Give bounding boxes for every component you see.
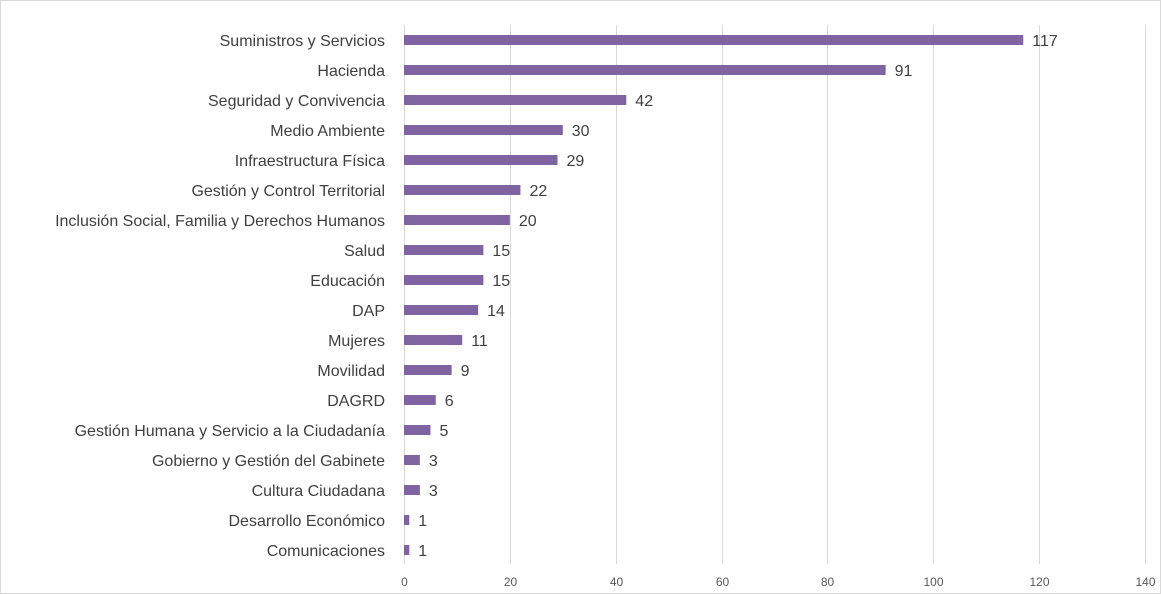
data-label-10: 11 xyxy=(471,333,488,350)
x-tick-label-140: 140 xyxy=(1135,575,1155,589)
category-label-17: Comunicaciones xyxy=(267,543,385,560)
category-label-3: Medio Ambiente xyxy=(270,123,385,140)
category-label-11: Movilidad xyxy=(317,363,385,380)
data-label-15: 3 xyxy=(429,483,438,500)
bar-15 xyxy=(404,485,420,495)
category-label-9: DAP xyxy=(352,303,385,320)
category-label-4: Infraestructura Física xyxy=(235,153,385,170)
bar-2 xyxy=(404,95,627,105)
category-label-0: Suministros y Servicios xyxy=(220,33,385,50)
category-label-12: DAGRD xyxy=(327,393,385,410)
bar-11 xyxy=(404,365,452,375)
data-label-17: 1 xyxy=(418,543,427,560)
bar-16 xyxy=(404,515,410,525)
category-label-16: Desarrollo Económico xyxy=(228,513,385,530)
bar-0 xyxy=(404,35,1024,45)
category-label-10: Mujeres xyxy=(328,333,385,350)
category-label-15: Cultura Ciudadana xyxy=(252,483,386,500)
category-label-14: Gobierno y Gestión del Gabinete xyxy=(152,453,385,470)
category-label-8: Educación xyxy=(310,273,385,290)
category-labels: Suministros y Servicios Hacienda Seguridad… xyxy=(55,33,385,560)
gridlines xyxy=(404,25,1146,564)
bar-9 xyxy=(404,305,479,315)
data-label-8: 15 xyxy=(492,273,510,290)
data-label-14: 3 xyxy=(429,453,438,470)
data-label-7: 15 xyxy=(492,243,510,260)
category-label-6: Inclusión Social, Familia y Derechos Hum… xyxy=(55,213,385,230)
data-label-1: 91 xyxy=(895,63,913,80)
bar-4 xyxy=(404,155,558,165)
bar-8 xyxy=(404,275,484,285)
data-label-16: 1 xyxy=(418,513,427,530)
data-label-12: 6 xyxy=(445,393,454,410)
data-label-2: 42 xyxy=(635,93,653,110)
bar-7 xyxy=(404,245,484,255)
x-axis-tick-labels: 0 20 40 60 80 100 120 140 xyxy=(401,575,1156,589)
bar-13 xyxy=(404,425,431,435)
bars xyxy=(404,35,1024,555)
category-label-1: Hacienda xyxy=(317,63,385,80)
x-tick-label-40: 40 xyxy=(610,575,624,589)
bar-1 xyxy=(404,65,886,75)
x-tick-label-60: 60 xyxy=(716,575,730,589)
x-tick-label-120: 120 xyxy=(1029,575,1049,589)
category-label-7: Salud xyxy=(344,243,385,260)
x-tick-label-80: 80 xyxy=(821,575,835,589)
bar-5 xyxy=(404,185,521,195)
x-tick-label-0: 0 xyxy=(401,575,408,589)
bar-12 xyxy=(404,395,436,405)
data-label-13: 5 xyxy=(439,423,448,440)
category-label-2: Seguridad y Convivencia xyxy=(208,93,385,110)
data-label-3: 30 xyxy=(572,123,590,140)
bar-3 xyxy=(404,125,563,135)
data-label-0: 117 xyxy=(1032,33,1058,50)
data-label-9: 14 xyxy=(487,303,505,320)
category-label-13: Gestión Humana y Servicio a la Ciudadaní… xyxy=(75,423,385,440)
category-label-5: Gestión y Control Territorial xyxy=(191,183,385,200)
bar-14 xyxy=(404,455,420,465)
bar-10 xyxy=(404,335,463,345)
bar-6 xyxy=(404,215,510,225)
bar-17 xyxy=(404,545,410,555)
x-tick-label-20: 20 xyxy=(504,575,518,589)
data-label-6: 20 xyxy=(519,213,537,230)
data-label-5: 22 xyxy=(529,183,547,200)
data-label-11: 9 xyxy=(461,363,470,380)
data-label-4: 29 xyxy=(566,153,584,170)
x-tick-label-100: 100 xyxy=(923,575,943,589)
